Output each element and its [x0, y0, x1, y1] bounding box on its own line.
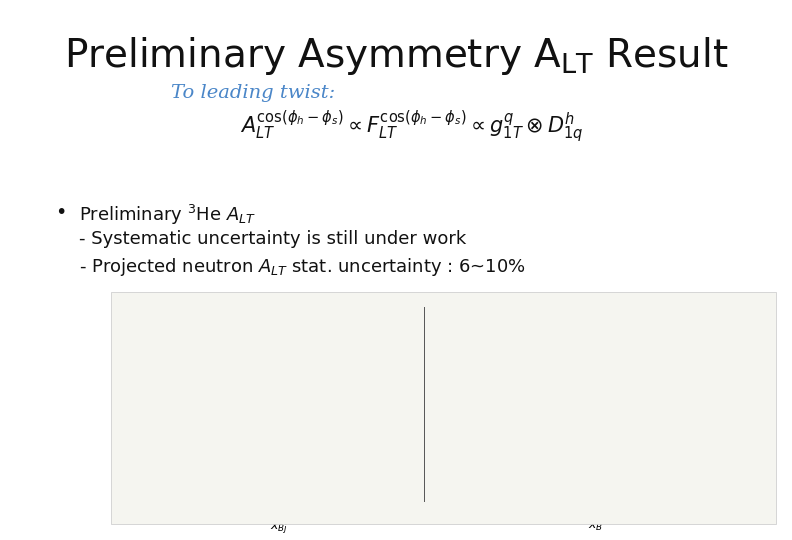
Text: E06010 Preliminary Neutron $A_{LT}^{cos(\phi_h-\phi_s)}$: E06010 Preliminary Neutron $A_{LT}^{cos(… — [144, 312, 294, 328]
X-axis label: $x_B$: $x_B$ — [588, 520, 604, 533]
X-axis label: $x_{Bj}$: $x_{Bj}$ — [270, 520, 288, 535]
Text: - Projected neutron $A_{LT}$ stat. uncertainty : 6~10%: - Projected neutron $A_{LT}$ stat. uncer… — [79, 256, 526, 279]
Text: To leading twist:: To leading twist: — [171, 84, 336, 102]
Text: $A_{LT}^{\cos(\phi_h-\phi_s)} \propto F_{LT}^{\cos(\phi_h-\phi_s)} \propto g_{1T: $A_{LT}^{\cos(\phi_h-\phi_s)} \propto F_… — [240, 108, 584, 145]
Text: Preliminary Asymmetry $\mathdefault{A_{LT}}$ Result: Preliminary Asymmetry $\mathdefault{A_{L… — [63, 35, 729, 77]
Legend: $\pi^+$, $\pi^-$, Prokudin, Sys. Uncer.: $\pi^+$, $\pi^-$, Prokudin, Sys. Uncer. — [333, 313, 415, 372]
Text: •: • — [55, 202, 67, 221]
Text: - Systematic uncertainty is still under work: - Systematic uncertainty is still under … — [79, 230, 466, 247]
Text: Preliminary $^3$He $A_{LT}$: Preliminary $^3$He $A_{LT}$ — [79, 202, 256, 227]
